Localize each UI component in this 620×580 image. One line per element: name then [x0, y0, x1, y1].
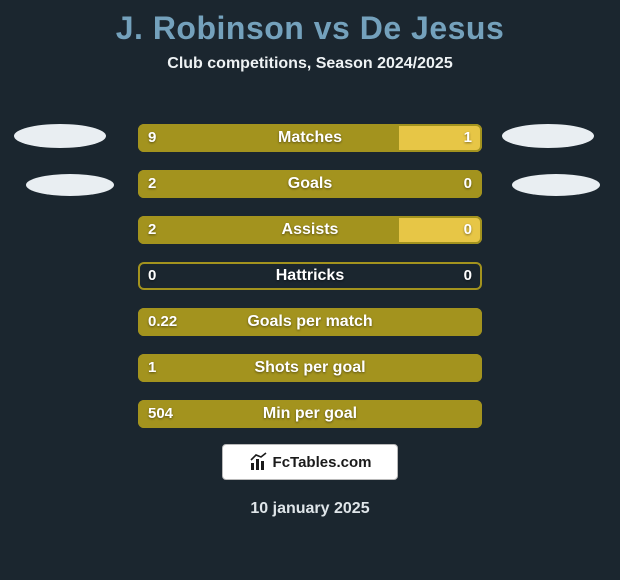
chart-icon: [249, 452, 269, 472]
stat-row: 504Min per goal: [138, 400, 482, 428]
value-right: 1: [464, 124, 472, 152]
stat-row: 1Shots per goal: [138, 354, 482, 382]
stat-row: 0Hattricks0: [138, 262, 482, 290]
value-right: 0: [464, 170, 472, 198]
footer-date: 10 january 2025: [0, 500, 620, 518]
metric-label: Hattricks: [138, 262, 482, 290]
brand-badge[interactable]: FcTables.com: [222, 444, 398, 480]
value-right: 0: [464, 216, 472, 244]
stat-row: 9Matches1: [138, 124, 482, 152]
metric-label: Goals per match: [138, 308, 482, 336]
stat-row: 2Goals0: [138, 170, 482, 198]
team-left-badge: [14, 124, 106, 148]
stat-row: 0.22Goals per match: [138, 308, 482, 336]
metric-label: Assists: [138, 216, 482, 244]
team-right-badge: [512, 174, 600, 196]
metric-label: Min per goal: [138, 400, 482, 428]
team-right-badge: [502, 124, 594, 148]
page-title: J. Robinson vs De Jesus: [0, 0, 620, 47]
comparison-card: J. Robinson vs De Jesus Club competition…: [0, 0, 620, 580]
metric-label: Goals: [138, 170, 482, 198]
metric-label: Shots per goal: [138, 354, 482, 382]
value-right: 0: [464, 262, 472, 290]
metric-label: Matches: [138, 124, 482, 152]
team-left-badge: [26, 174, 114, 196]
stat-row: 2Assists0: [138, 216, 482, 244]
stat-rows: 9Matches12Goals02Assists00Hattricks00.22…: [138, 124, 482, 446]
brand-text: FcTables.com: [273, 454, 372, 471]
subtitle: Club competitions, Season 2024/2025: [0, 55, 620, 73]
